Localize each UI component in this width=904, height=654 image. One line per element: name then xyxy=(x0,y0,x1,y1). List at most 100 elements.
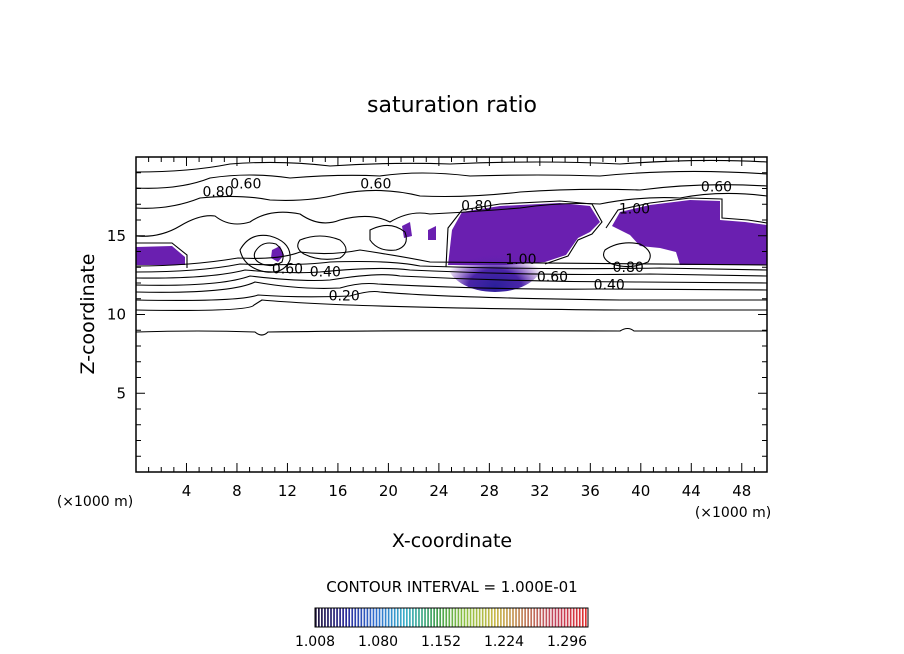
contour-label: 0.80 xyxy=(202,184,233,200)
colorbar-segment xyxy=(433,608,435,627)
colorbar-segment xyxy=(472,608,475,627)
colorbar-segment xyxy=(557,608,560,627)
colorbar-segment xyxy=(539,608,542,627)
colorbar-segment xyxy=(412,608,414,627)
colorbar-segment xyxy=(463,608,466,627)
contour-line xyxy=(369,224,407,251)
colorbar-segment xyxy=(551,608,554,627)
colorbar-segment xyxy=(490,608,493,627)
colorbar-segment xyxy=(563,608,566,627)
colorbar-segment xyxy=(318,608,320,627)
colorbar-segment xyxy=(324,608,326,627)
contour-line xyxy=(603,242,651,268)
colorbar-tick-label: 1.152 xyxy=(421,634,461,650)
colorbar-segment xyxy=(439,608,442,627)
colorbar-segment xyxy=(512,608,514,627)
x-tick-label: 48 xyxy=(732,482,751,500)
colorbar-segment xyxy=(509,608,511,627)
colorbar-segment xyxy=(369,608,372,627)
fill-region-right xyxy=(612,200,767,265)
colorbar-segment xyxy=(360,608,363,627)
contour-label: 0.80 xyxy=(461,199,492,215)
y-tick-label: 15 xyxy=(107,227,126,245)
colorbar-segment xyxy=(315,608,317,627)
contour-line xyxy=(253,242,284,267)
colorbar-segment xyxy=(481,608,484,627)
contour-line xyxy=(136,184,767,209)
colorbar-segment xyxy=(572,608,575,627)
colorbar-segment xyxy=(578,608,581,627)
x-tick-label: 8 xyxy=(232,482,242,500)
contour-line xyxy=(136,267,767,279)
contour-label: 0.60 xyxy=(230,177,261,193)
colorbar-segment xyxy=(560,608,563,627)
contour-interval-note: CONTOUR INTERVAL = 1.000E-01 xyxy=(326,578,577,596)
colorbar-segment xyxy=(451,608,454,627)
contour-label: 0.40 xyxy=(594,277,625,293)
x-axis-unit-right: (×1000 m) xyxy=(695,505,771,521)
contour-label: 0.80 xyxy=(613,260,644,276)
colorbar-segment xyxy=(527,608,530,627)
contour-lines xyxy=(136,159,767,336)
contour-line xyxy=(136,249,767,267)
colorbar-segment xyxy=(402,608,405,627)
colorbar-segment xyxy=(493,608,496,627)
x-axis-title: X-coordinate xyxy=(392,530,512,552)
colorbar-segment xyxy=(427,608,429,627)
colorbar-segment xyxy=(351,608,354,627)
colorbar-segment xyxy=(342,608,344,627)
x-axis-unit-left: (×1000 m) xyxy=(57,494,133,510)
x-tick-label: 12 xyxy=(278,482,297,500)
colorbar-segment xyxy=(357,608,360,627)
contour-line xyxy=(136,290,767,301)
contour-label: 1.00 xyxy=(619,202,650,218)
colorbar-segment xyxy=(384,608,387,627)
contour-line xyxy=(136,260,767,273)
colorbar-segment xyxy=(354,608,357,627)
colorbar-segment xyxy=(372,608,375,627)
x-tick-label: 28 xyxy=(480,482,499,500)
colorbar-segment xyxy=(321,608,323,627)
contour-line xyxy=(297,235,347,260)
x-tick-label: 4 xyxy=(182,482,192,500)
colorbar-segment xyxy=(421,608,423,627)
contour-line xyxy=(136,274,767,286)
fill-region-blob xyxy=(428,226,436,240)
colorbar-segment xyxy=(518,608,520,627)
colorbar-segment xyxy=(387,608,390,627)
contour-label: 0.60 xyxy=(360,177,391,193)
colorbar-segment xyxy=(454,608,457,627)
colorbar-segment xyxy=(533,608,536,627)
contour-label: 0.40 xyxy=(310,265,341,281)
contour-line xyxy=(136,242,188,268)
fill-region-edge xyxy=(402,222,412,238)
colorbar-tick-label: 1.296 xyxy=(547,634,587,650)
contour-line xyxy=(445,200,603,268)
colorbar-segment xyxy=(478,608,481,627)
fill-region-core xyxy=(447,232,543,292)
colorbar-segment xyxy=(345,608,348,627)
y-tick-label: 5 xyxy=(116,384,126,402)
colorbar-segment xyxy=(390,608,393,627)
colorbar-segment xyxy=(554,608,557,627)
colorbar-segment xyxy=(581,608,584,627)
colorbar-segment xyxy=(457,608,460,627)
colorbar-segment xyxy=(469,608,472,627)
contour-line xyxy=(136,170,767,189)
contour-line xyxy=(239,234,291,273)
colorbar-segment xyxy=(442,608,445,627)
colorbar-segment xyxy=(424,608,426,627)
x-tick-label: 24 xyxy=(429,482,448,500)
contour-line xyxy=(605,197,767,229)
colorbar-segment xyxy=(330,608,332,627)
colorbar-segment xyxy=(418,608,420,627)
x-tick-label: 16 xyxy=(328,482,347,500)
colorbar-segment xyxy=(545,608,548,627)
colorbar-tick-label: 1.008 xyxy=(295,634,335,650)
colorbar-segment xyxy=(503,608,505,627)
colorbar-segment xyxy=(497,608,499,627)
colorbar-segment xyxy=(460,608,463,627)
y-tick-label: 10 xyxy=(107,306,126,324)
colorbar-segment xyxy=(515,608,517,627)
colorbar-segment xyxy=(448,608,451,627)
